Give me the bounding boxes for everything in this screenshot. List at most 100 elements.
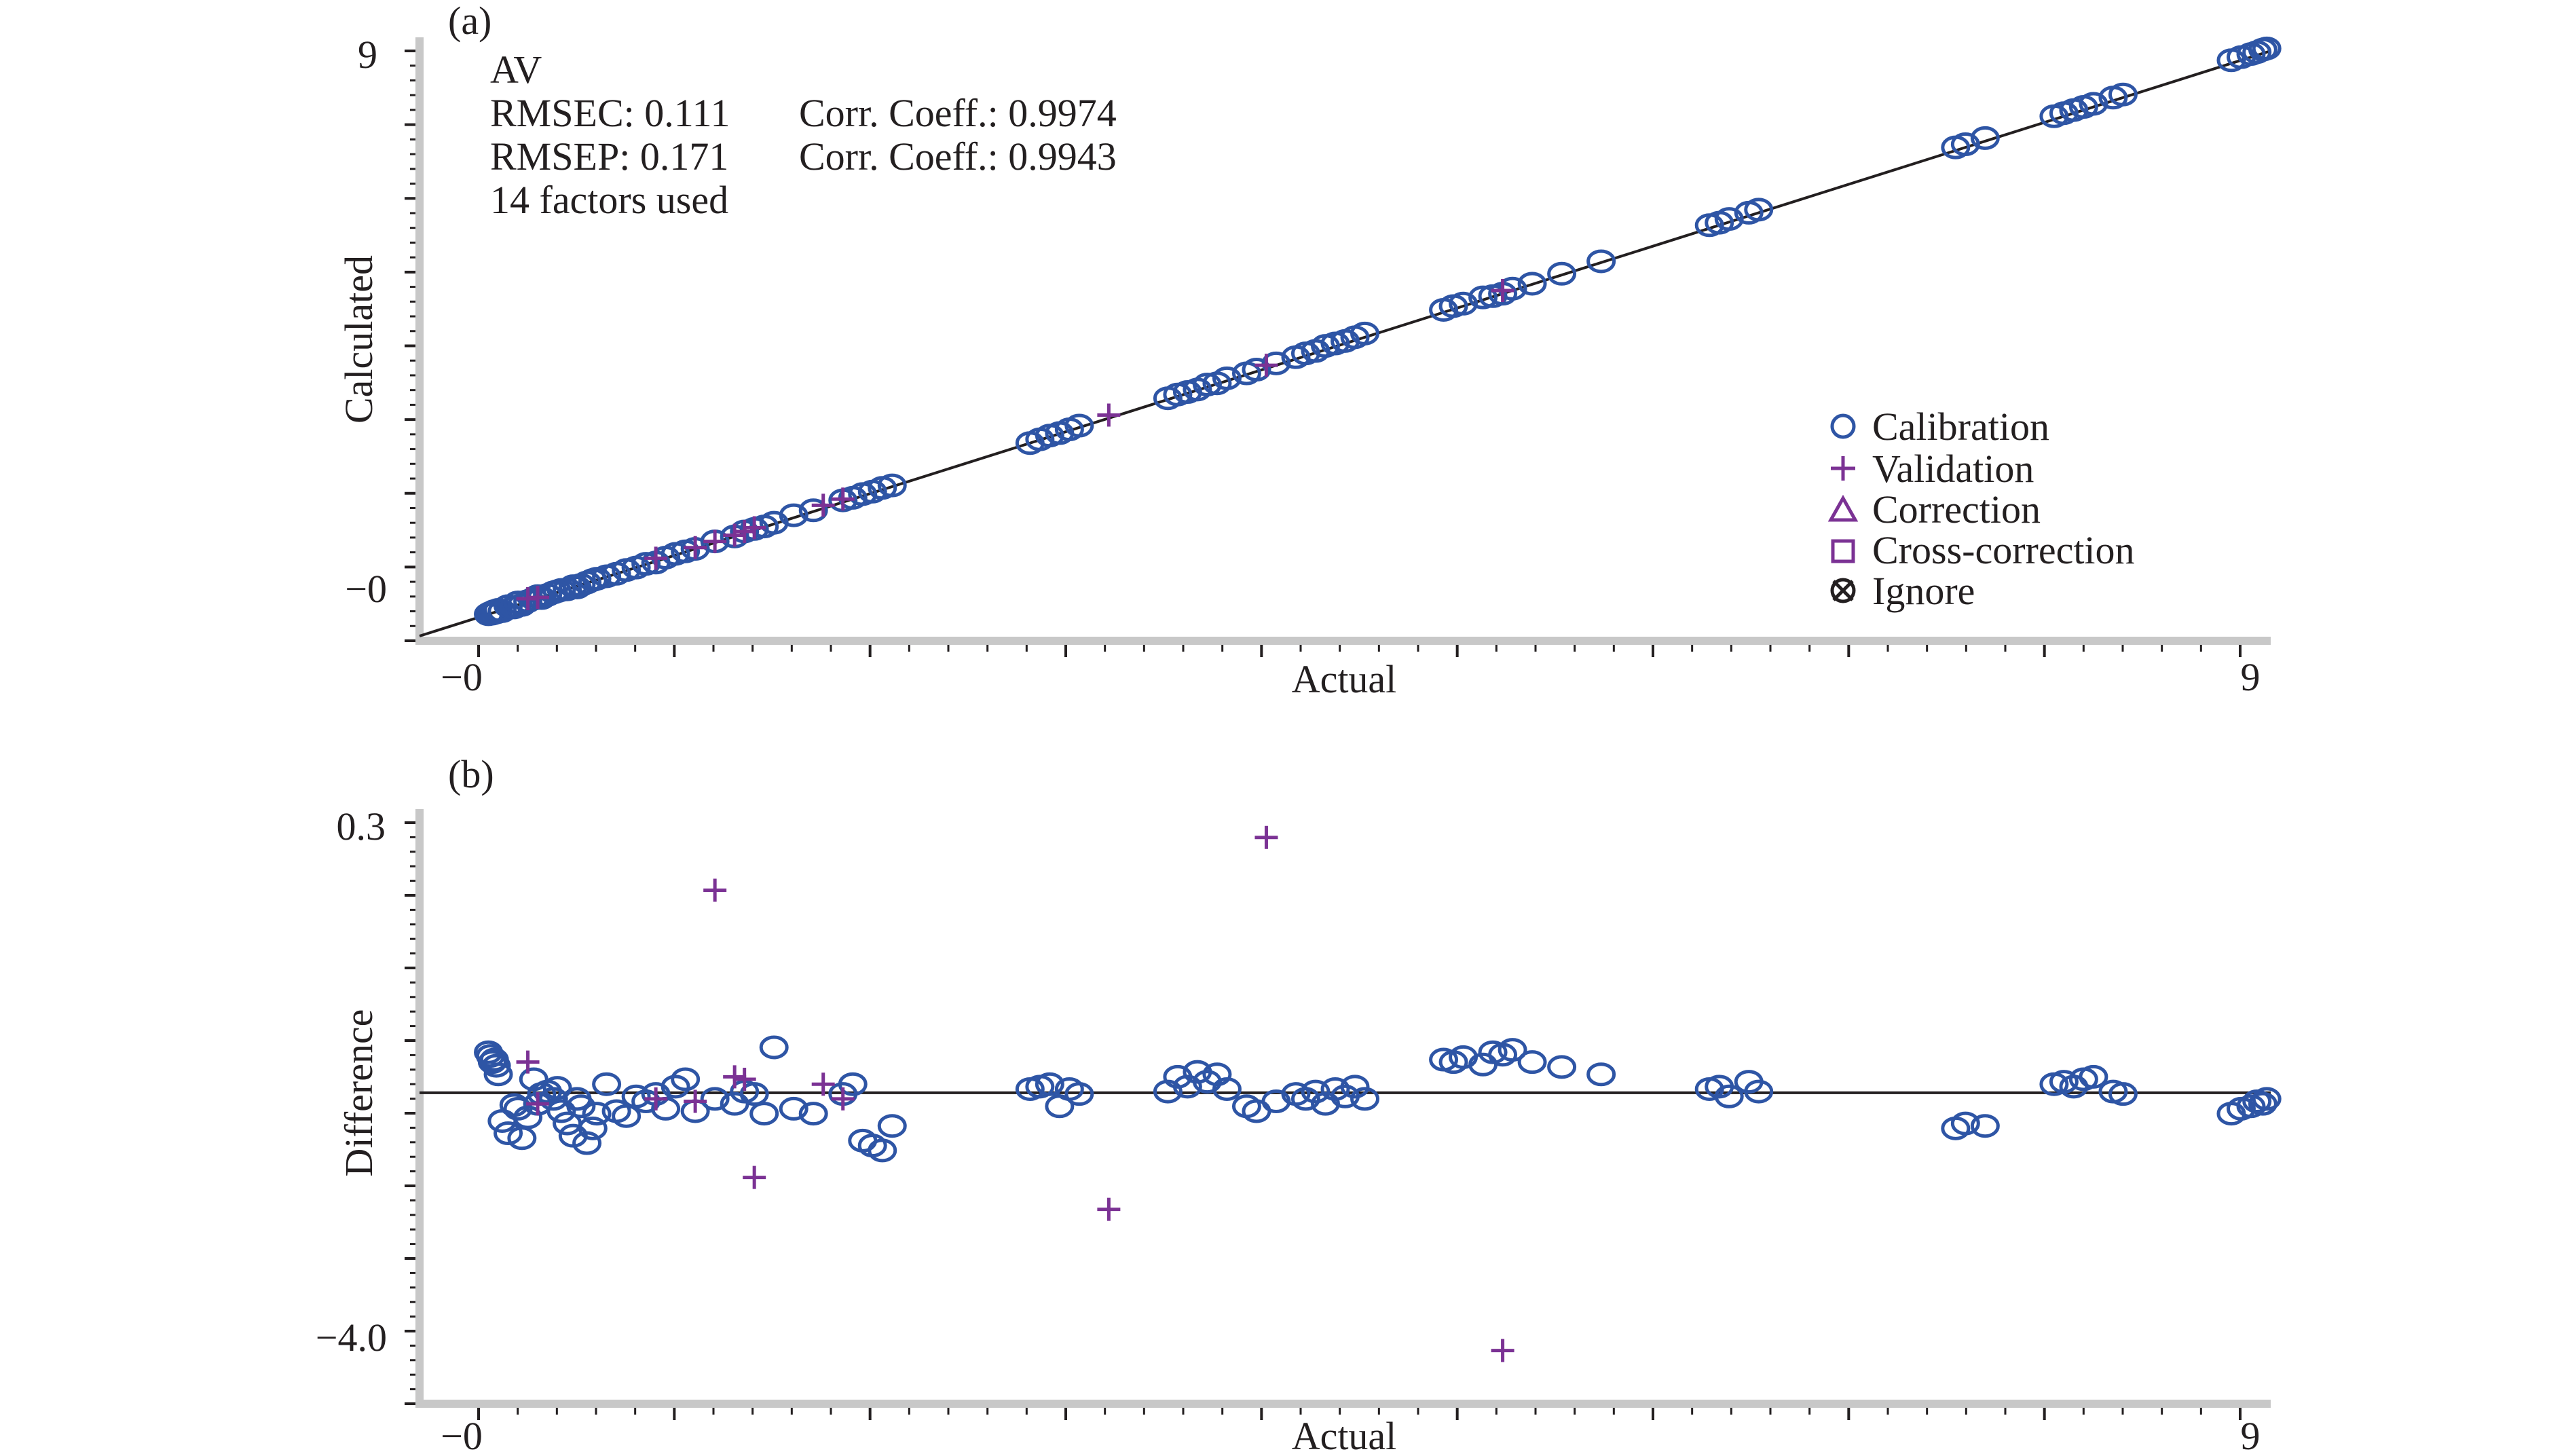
calibration-point	[1714, 1084, 1744, 1108]
calibration-point	[1468, 285, 1498, 310]
validation-point	[684, 536, 707, 559]
panel-a-xlabel: Actual	[1292, 657, 1397, 701]
calibration-point	[1350, 321, 1380, 346]
calibration-point	[1498, 276, 1527, 301]
calibration-point	[2252, 1087, 2282, 1111]
calibration-point	[798, 1102, 828, 1126]
panel-b-xtick-right: 9	[2241, 1414, 2261, 1456]
validation-point	[703, 878, 727, 902]
legend-crossed-circle-marker	[1830, 578, 1856, 603]
calibration-point	[1350, 1087, 1380, 1111]
calibration-point	[494, 1121, 523, 1146]
legend: Calibration Validation Correction Cross-…	[1827, 405, 2135, 613]
calibration-point	[1212, 1077, 1242, 1101]
legend-item-validation: Validation	[1831, 447, 2034, 491]
calibration-point	[1970, 1114, 2000, 1138]
calibration-point	[779, 1096, 808, 1121]
calibration-point	[1547, 1055, 1577, 1079]
validation-point	[1254, 825, 1278, 849]
panel-b: (b) Difference Actual 0.3 −4.0 −0 9	[316, 752, 2282, 1456]
calibration-point	[1301, 1079, 1331, 1104]
legend-item-ignore: Ignore	[1830, 569, 1975, 613]
factors-used: 14 factors used	[490, 178, 728, 222]
panel-a: (a) AV RMSEC: 0.111 Corr. Coeff.: 0.9974…	[337, 0, 2282, 701]
panel-b-ytick-bottom: −4.0	[316, 1315, 387, 1360]
calibration-point	[1498, 1038, 1527, 1062]
validation-point	[732, 1067, 756, 1091]
x-axis-bar	[415, 637, 2271, 645]
calibration-point	[1242, 358, 1271, 382]
calibration-point	[661, 1075, 690, 1099]
calibration-point	[749, 1102, 779, 1126]
legend-item-correction: Correction	[1827, 487, 2041, 531]
calibration-point	[779, 503, 808, 527]
panel-b-ylabel: Difference	[337, 1009, 381, 1177]
validation-point	[684, 1089, 707, 1113]
panel-a-xtick-left: −0	[441, 655, 483, 699]
calibration-point	[1290, 1087, 1320, 1111]
calibration-point	[700, 1087, 730, 1111]
calibration-point	[798, 498, 828, 523]
panel-a-ytick-top: 9	[358, 33, 377, 77]
panel-b-ytick-top: 0.3	[337, 804, 386, 848]
calibration-point	[1517, 272, 1547, 296]
calibration-point	[1064, 1082, 1094, 1106]
calibration-point	[1744, 1079, 1774, 1104]
y-axis-bar	[415, 809, 424, 1408]
calibration-point	[592, 1072, 622, 1096]
validation-point	[723, 1065, 747, 1089]
legend-label-ignore: Ignore	[1872, 569, 1975, 613]
calibration-point	[481, 1053, 511, 1078]
panel-b-label: (b)	[448, 752, 494, 796]
calibration-point	[2079, 92, 2108, 116]
validation-point	[644, 546, 668, 570]
calibration-point	[578, 1116, 608, 1140]
calibration-point	[566, 1094, 596, 1119]
validation-point	[723, 523, 747, 547]
calibration-point	[1586, 249, 1616, 274]
legend-label-calibration: Calibration	[1872, 405, 2049, 449]
calibration-point	[612, 1104, 642, 1128]
validation-point	[811, 493, 835, 517]
validation-point	[831, 1087, 855, 1110]
calibration-point	[759, 1035, 789, 1060]
x-axis-bar	[415, 1400, 2271, 1408]
validation-point	[1254, 354, 1278, 377]
validation-point	[1491, 1339, 1514, 1362]
calibration-point	[739, 1082, 769, 1106]
panel-a-xtick-right: 9	[2241, 655, 2261, 699]
calibration-point	[1586, 1062, 1616, 1087]
validation-point	[1097, 1197, 1121, 1221]
legend-label-correction: Correction	[1872, 487, 2041, 531]
validation-point	[526, 586, 550, 610]
validation-point	[526, 1092, 550, 1116]
calibration-point	[1744, 198, 1774, 222]
calibration-point	[2079, 1064, 2108, 1089]
legend-plus-marker	[1831, 456, 1855, 481]
rmsep-label: RMSEP: 0.171	[490, 134, 728, 179]
legend-cross-marker	[1832, 580, 1854, 601]
validation-point	[703, 529, 727, 553]
calibration-point	[1320, 1077, 1350, 1101]
panel-a-ytick-bottom: −0	[345, 567, 387, 611]
calibration-point	[1212, 366, 1242, 390]
calibration-point	[838, 1072, 868, 1096]
panel-b-xlabel: Actual	[1292, 1414, 1397, 1456]
calibration-point	[538, 1087, 568, 1111]
legend-label-cross-correction: Cross-correction	[1872, 528, 2135, 572]
calibration-point	[483, 1062, 513, 1087]
validation-point	[811, 1072, 835, 1096]
validation-point	[743, 516, 766, 540]
calibration-point	[2248, 1091, 2277, 1116]
calibration-point	[1950, 1111, 1980, 1136]
validation-point	[516, 1050, 540, 1074]
calibration-point	[1517, 1050, 1547, 1075]
calibration-point	[1192, 373, 1222, 397]
rmsec-corr-coeff: Corr. Coeff.: 0.9974	[799, 91, 1117, 135]
calibration-point	[2252, 36, 2282, 60]
legend-label-validation: Validation	[1872, 447, 2034, 491]
chart-title: AV	[490, 48, 542, 92]
calibration-point	[877, 1114, 907, 1138]
legend-circle-marker	[1830, 413, 1856, 439]
validation-point	[743, 1165, 766, 1189]
